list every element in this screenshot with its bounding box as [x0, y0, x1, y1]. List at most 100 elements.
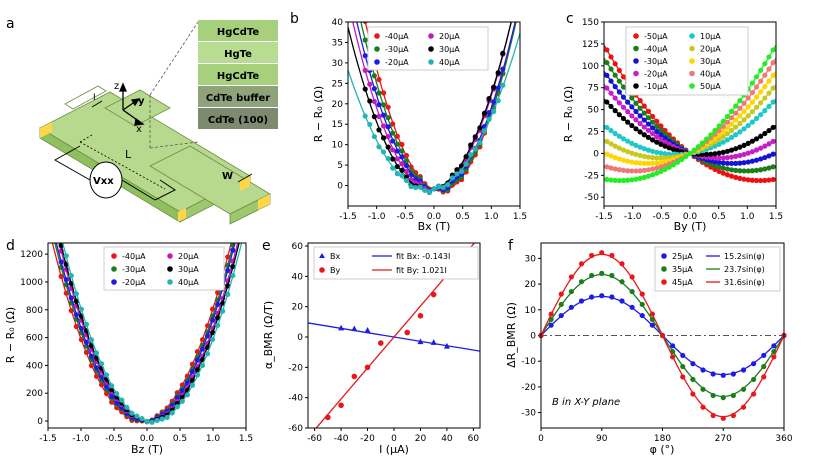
f-point [548, 322, 554, 328]
f-xtick-label: 90 [596, 434, 608, 444]
f-xlabel: φ (°) [650, 443, 675, 456]
f-point [558, 312, 564, 319]
d-fit-line [62, 243, 243, 423]
d-legend-box [103, 246, 225, 291]
axis-x-label: x [136, 124, 142, 135]
d-marks [51, 233, 243, 425]
panel-label-a: a [6, 16, 15, 32]
b-point [390, 165, 396, 171]
f-point [720, 415, 726, 421]
f-point [568, 304, 574, 310]
d-point [59, 234, 64, 239]
e-point-bx [351, 325, 358, 332]
d-point [230, 233, 235, 238]
e-xtick-label: -60 [307, 434, 322, 444]
e-point-by [417, 312, 424, 319]
f-point [619, 298, 625, 304]
f-ytick-label: 10 [525, 306, 537, 316]
f-point [558, 301, 564, 308]
f-point [751, 376, 757, 383]
d-point [149, 419, 155, 425]
layer-0: HgCdTe [217, 27, 260, 38]
b-point [394, 171, 400, 177]
e-point-bx [364, 326, 371, 333]
c-legend-label: -50μA [644, 32, 668, 41]
f-point [740, 404, 747, 410]
f-point [589, 272, 595, 279]
coordinate-axes [119, 82, 145, 126]
layer-1: HgTe [224, 49, 252, 60]
f-point [680, 363, 686, 370]
panel-label-e: e [262, 238, 271, 254]
e-point-by [325, 414, 331, 421]
f-legend-marker [661, 253, 667, 259]
c-ytick-label: -50 [584, 193, 599, 203]
c-xtick-label: -0.5 [653, 212, 671, 222]
c-legend-marker [633, 45, 639, 52]
f-point [568, 288, 574, 295]
b-point [449, 175, 455, 181]
d-xtick-label: -1.0 [72, 434, 90, 444]
f-legend-label: 45μA [672, 278, 693, 287]
panel-e-chart: e -60 -40 -20 0 20 40 60 -60 -40 -20 0 20 40 60 I (μA… [262, 238, 481, 456]
length-label: L [125, 148, 132, 161]
d-xtick-label: 1.0 [206, 434, 221, 444]
e-ticks: -60 -40 -20 0 20 40 60 -60 -40 -20 0 20 40 60 [288, 242, 479, 444]
panel-label-b: b [290, 11, 299, 27]
b-legend-label: 20μA [439, 32, 460, 41]
f-point [599, 270, 605, 276]
d-legend-label: -20μA [122, 278, 146, 287]
length-dimension [79, 134, 166, 190]
c-legend-marker [689, 83, 695, 89]
c-ylabel: R − R₀ (Ω) [562, 86, 575, 142]
b-xlabel: Bx (T) [418, 220, 451, 233]
f-marks [538, 250, 787, 421]
d-legend-marker [167, 253, 173, 259]
e-point-by [364, 364, 371, 371]
d-xtick-label: 1.5 [239, 434, 253, 444]
f-point [670, 343, 676, 349]
b-legend-label: -20μA [385, 58, 409, 67]
f-point [599, 293, 605, 299]
e-ytick-label: -60 [288, 424, 303, 434]
e-point-bx [338, 324, 345, 331]
f-point [761, 363, 767, 370]
f-xtick-label: 0 [538, 434, 544, 444]
c-legend-marker [689, 33, 695, 39]
b-xtick-label: 0.5 [456, 212, 470, 222]
f-ytick-label: 20 [525, 280, 537, 290]
e-legend-box [313, 246, 479, 280]
f-point [659, 332, 666, 339]
layer-3: CdTe buffer [206, 93, 270, 104]
c-ytick-label: 25 [588, 128, 599, 138]
f-point [639, 312, 645, 319]
f-point [639, 301, 645, 308]
b-ticks: -1.5 -1.0 -0.5 0.0 0.5 1.0 1.5 0 5 10 15 20 25 30 35 40 [332, 18, 528, 222]
d-frame [47, 242, 247, 429]
panel-f-chart: f 0 90 180 270 360 -30 -20 -10 0 10 20 30 φ (°) ΔR_… [505, 238, 793, 456]
e-frame [307, 242, 481, 429]
c-ytick-label: 0 [593, 149, 599, 159]
c-legend-marker [689, 45, 695, 52]
f-point [629, 288, 635, 295]
b-ytick-label: 20 [332, 100, 344, 110]
d-ytick-label: 0 [37, 417, 43, 427]
c-legend-marker [689, 58, 695, 64]
c-legend-label: -30μA [644, 57, 668, 66]
d-ytick-label: 800 [26, 306, 43, 316]
b-legend: -40μA -30μA -20μA 20μA 30μA 40μA [367, 26, 489, 71]
b-ytick-label: 0 [337, 182, 343, 192]
e-legend-label: fit By: 1.021I [396, 266, 447, 275]
f-legend-label: 15.2sin(φ) [724, 252, 765, 261]
f-point [730, 412, 736, 419]
f-ytick-label: 0 [530, 332, 536, 342]
c-legend-marker [633, 33, 639, 39]
e-xtick-label: 20 [415, 434, 427, 444]
c-legend-label: 50μA [700, 82, 721, 91]
c-legend-marker [633, 70, 639, 77]
e-point-by [377, 340, 384, 346]
c-legend-label: 20μA [700, 45, 721, 54]
f-point [649, 322, 655, 328]
d-legend-marker [167, 279, 173, 285]
c-legend-label: -40μA [644, 45, 668, 54]
